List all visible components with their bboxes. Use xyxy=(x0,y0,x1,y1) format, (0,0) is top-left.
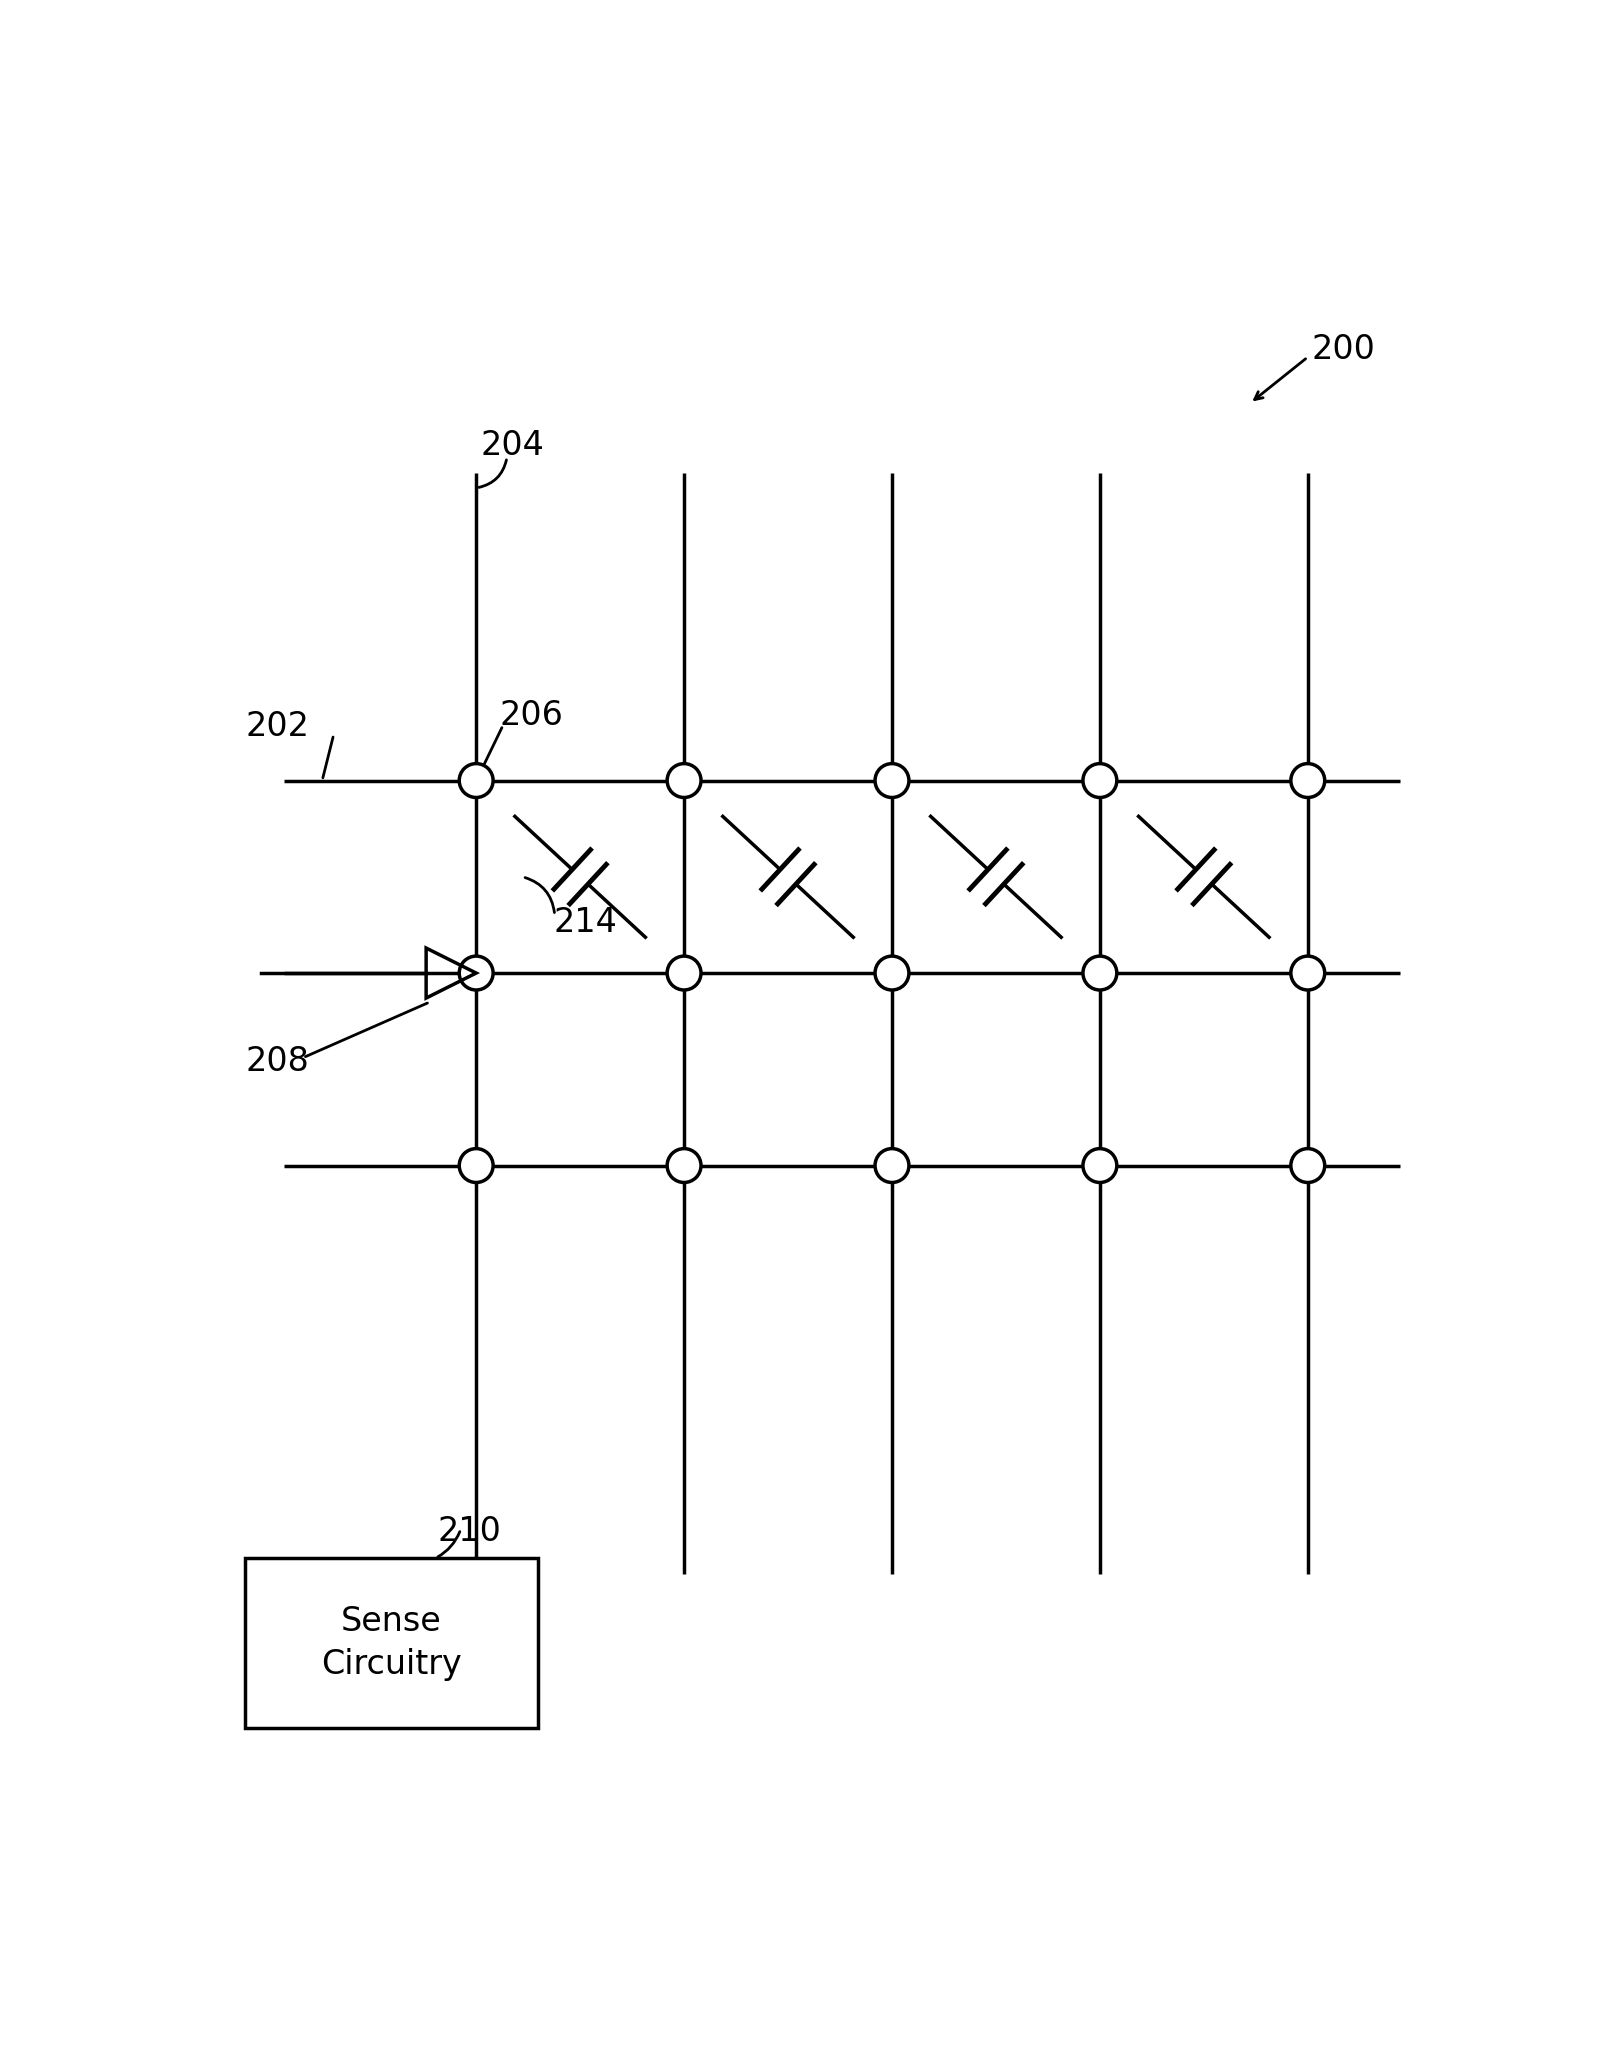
Circle shape xyxy=(1290,763,1324,798)
Circle shape xyxy=(1290,1149,1324,1182)
Circle shape xyxy=(459,1149,493,1182)
Circle shape xyxy=(1083,763,1117,798)
Circle shape xyxy=(668,957,700,990)
Text: 214: 214 xyxy=(553,906,618,939)
Text: Sense
Circuitry: Sense Circuitry xyxy=(321,1605,462,1681)
Circle shape xyxy=(875,1149,909,1182)
Circle shape xyxy=(1083,957,1117,990)
Text: 206: 206 xyxy=(499,699,562,732)
Circle shape xyxy=(459,763,493,798)
Text: 210: 210 xyxy=(438,1515,501,1548)
Circle shape xyxy=(459,957,493,990)
Circle shape xyxy=(1290,957,1324,990)
Circle shape xyxy=(668,763,700,798)
Circle shape xyxy=(875,957,909,990)
Text: 202: 202 xyxy=(245,710,310,742)
Bar xyxy=(245,1558,538,1728)
Circle shape xyxy=(875,763,909,798)
Text: 200: 200 xyxy=(1311,333,1376,366)
Circle shape xyxy=(1083,1149,1117,1182)
Text: 208: 208 xyxy=(245,1045,310,1078)
Text: 204: 204 xyxy=(480,429,545,462)
Circle shape xyxy=(668,1149,700,1182)
